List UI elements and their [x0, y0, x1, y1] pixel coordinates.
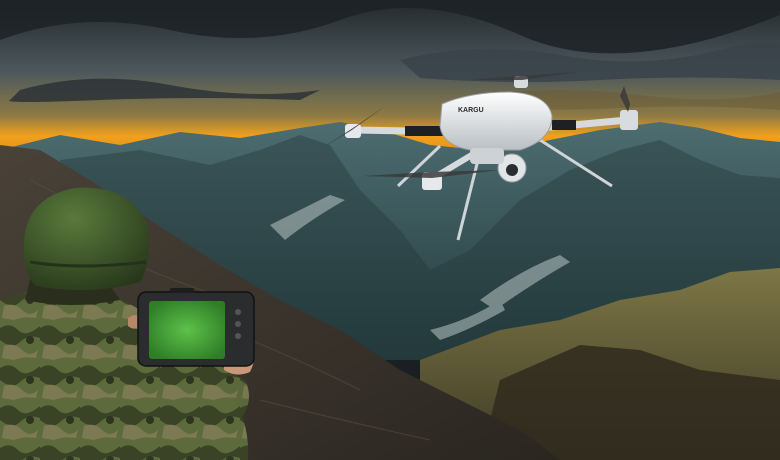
tablet-button-3 [235, 333, 241, 339]
tablet [137, 288, 255, 367]
tablet-screen [149, 301, 225, 359]
drone-propeller-front [472, 72, 578, 80]
tablet-button-1 [235, 309, 241, 315]
drone-body [439, 91, 553, 151]
drone-motor-left [345, 124, 361, 138]
drone-propeller-back [362, 170, 500, 178]
drone-leg-left [396, 144, 442, 188]
drone-leg-center [456, 159, 480, 241]
drone-propeller-right [620, 86, 630, 112]
ridge-right-shadow [480, 345, 780, 460]
tablet-button-2 [235, 321, 241, 327]
drone-marking: KARGU [458, 107, 484, 114]
soldier-helmet [23, 187, 149, 291]
drone-motor-right [620, 110, 638, 130]
drone-leg-right [539, 138, 613, 188]
clouds [0, 0, 780, 110]
snow-streaks [270, 195, 570, 340]
drone-camera-lens [506, 164, 518, 176]
drone: KARGU [322, 72, 638, 241]
